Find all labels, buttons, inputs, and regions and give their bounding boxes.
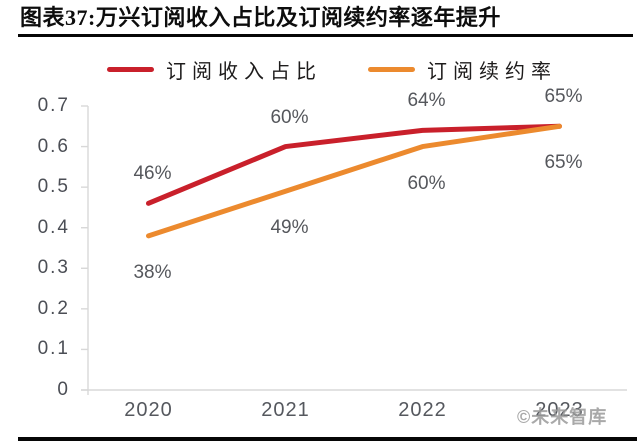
legend-label: 订阅收入占比	[166, 60, 322, 83]
y-tick-label: 0	[57, 379, 70, 400]
data-label: 46%	[133, 163, 172, 185]
legend-line-marker	[107, 66, 154, 72]
y-tick-label: 0.4	[37, 216, 70, 238]
x-tick-label: 2023	[535, 399, 584, 421]
x-tick-label: 2022	[398, 399, 447, 421]
x-tick-label: 2021	[261, 399, 310, 421]
bottom-divider	[18, 437, 637, 441]
legend-label: 订阅续约率	[427, 60, 557, 83]
data-label: 60%	[407, 172, 446, 194]
y-tick-label: 0.2	[37, 297, 70, 319]
y-tick-label: 0.6	[37, 135, 70, 157]
y-tick-label: 0.7	[37, 95, 70, 116]
data-label: 60%	[270, 106, 309, 128]
data-label: 65%	[544, 152, 583, 174]
data-label: 49%	[270, 217, 309, 239]
series-line	[146, 123, 562, 206]
x-tick-label: 2020	[124, 399, 173, 421]
chart-legend: 订阅收入占比 订阅续约率	[12, 55, 640, 84]
y-tick-label: 0.1	[37, 338, 70, 360]
legend-item: 订阅续约率	[368, 55, 557, 84]
legend-line-marker	[368, 66, 415, 72]
y-tick-label: 0.5	[37, 176, 70, 198]
title-divider	[18, 34, 633, 37]
data-label: 38%	[133, 261, 172, 283]
series-line	[146, 123, 562, 239]
legend-item: 订阅收入占比	[107, 55, 322, 84]
y-tick-label: 0.3	[37, 257, 70, 279]
data-label: 64%	[407, 90, 446, 112]
data-label: 65%	[544, 86, 583, 108]
watermark: ©未来智库	[517, 407, 608, 427]
chart-title: 图表37:万兴订阅收入占比及订阅续约率逐年提升	[20, 5, 501, 30]
